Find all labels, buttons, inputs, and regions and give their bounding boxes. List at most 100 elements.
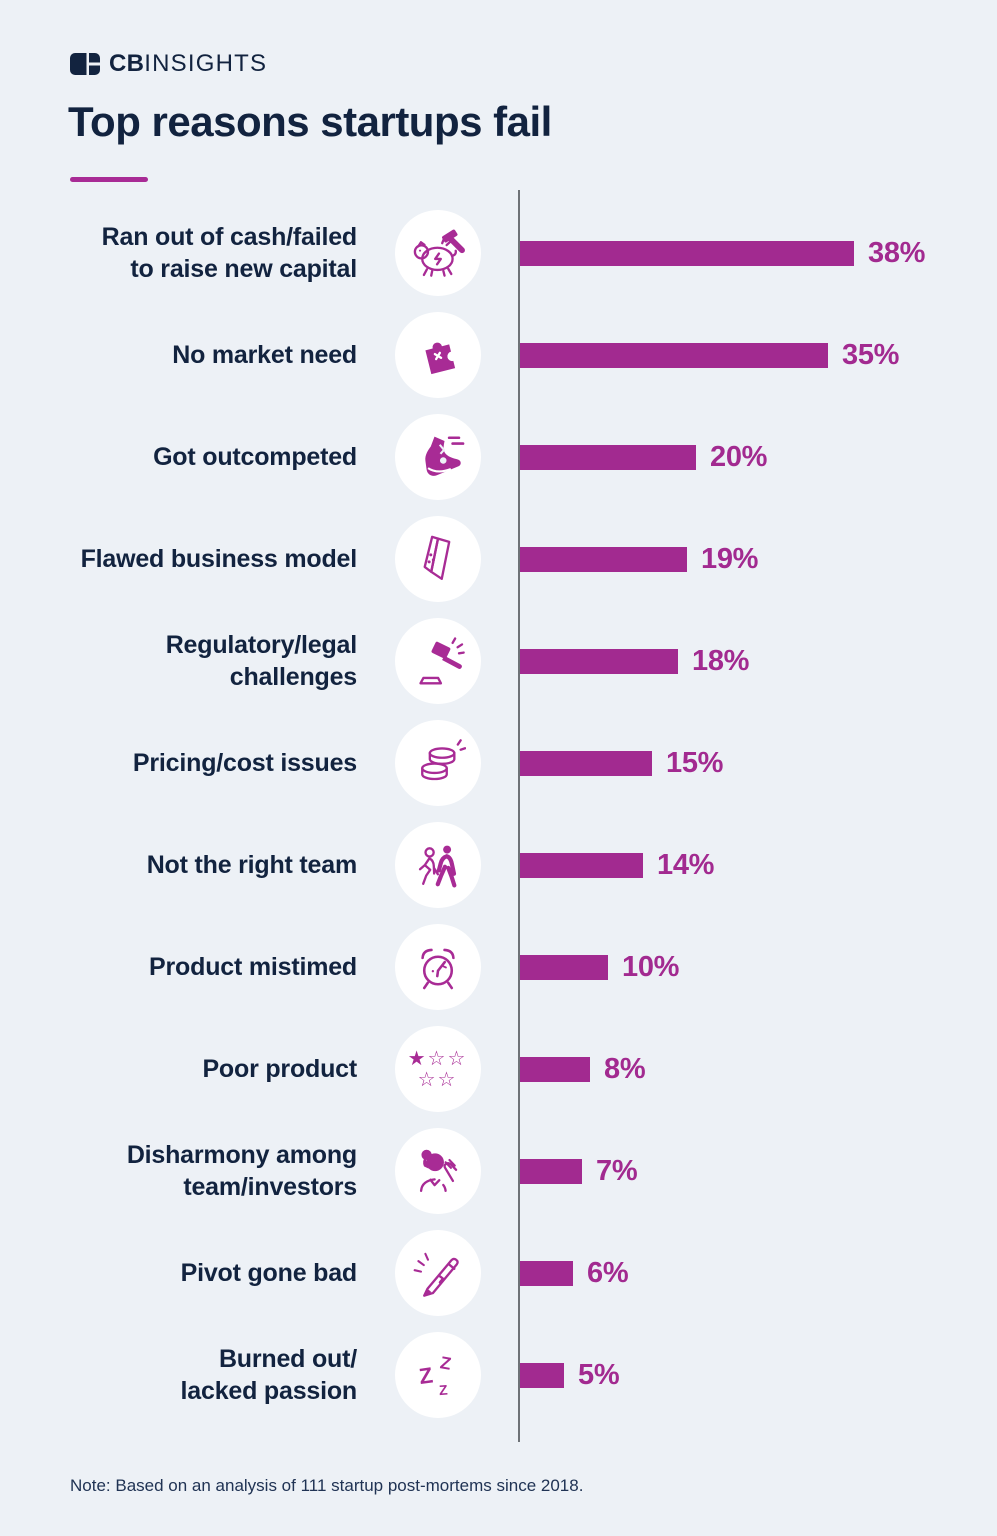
row-icon-zone [357,1128,518,1214]
row-bar-zone: 20% [518,441,997,474]
bar [520,1362,564,1388]
star-rating-icon: ★☆☆ ☆☆ [394,1026,481,1112]
chart-row: Pricing/cost issues 15% [0,712,997,814]
row-label: Regulatory/legal challenges [0,629,357,693]
value-label: 14% [657,848,715,881]
value-label: 18% [692,644,750,677]
bar [520,750,652,776]
row-bar-zone: 15% [518,747,997,780]
svg-text:Z: Z [417,1362,434,1389]
row-label-line: Product mistimed [149,953,357,981]
bar [520,1056,590,1082]
row-label-line: Got outcompeted [153,443,357,471]
bar-chart: Ran out of cash/failed to raise new capit… [0,190,997,1442]
puzzle-piece-icon [394,312,481,398]
value-label: 6% [587,1256,629,1289]
pencil-icon [394,1230,481,1316]
row-icon-zone [357,1230,518,1316]
axis-line [518,190,520,1442]
cbinsights-logo: CB INSIGHTS [70,52,267,76]
row-bar-zone: 8% [518,1053,997,1086]
bar [520,546,687,572]
bar [520,444,696,470]
row-icon-zone [357,618,518,704]
chart-rows: Ran out of cash/failed to raise new capit… [0,202,997,1426]
row-bar-zone: 6% [518,1257,997,1290]
row-icon-zone [357,720,518,806]
row-icon-zone [357,822,518,908]
chart-row: Regulatory/legal challenges 18% [0,610,997,712]
collapsed-card-icon [394,516,481,602]
row-label: No market need [0,339,357,371]
row-bar-zone: 18% [518,645,997,678]
row-label-line: Pricing/cost issues [132,749,357,777]
row-label: Flawed business model [0,543,358,575]
value-label: 15% [666,746,724,779]
value-label: 8% [604,1052,646,1085]
row-label-line: team/investors [183,1173,357,1201]
chart-row: Flawed business model 19% [0,508,997,610]
value-label: 7% [596,1154,638,1187]
logo-text-light: INSIGHTS [144,50,268,77]
svg-text:Z: Z [438,1381,448,1398]
value-label: 10% [622,950,680,983]
chart-row: Poor product ★☆☆ ☆☆ 8% [0,1018,997,1120]
chart-row: Product mistimed 10% [0,916,997,1018]
row-bar-zone: 7% [518,1155,997,1188]
row-label-line: Burned out/ [218,1345,357,1373]
logo-text-bold: CB [109,50,145,77]
row-label-line: lacked passion [180,1377,358,1405]
chart-row: No market need 35% [0,304,997,406]
bar [520,852,643,878]
walking-people-icon [394,822,481,908]
chart-row: Got outcompeted 20% [0,406,997,508]
row-label: Pricing/cost issues [0,747,357,779]
row-label-line: challenges [229,663,357,691]
value-label: 20% [710,440,768,473]
row-label: Got outcompeted [0,441,357,473]
coins-icon [394,720,481,806]
zzz-icon: Z Z Z [394,1332,481,1418]
chart-row: Pivot gone bad 6% [0,1222,997,1324]
value-label: 19% [701,542,759,575]
row-label-line: Pivot gone bad [180,1259,358,1287]
bar [520,342,828,368]
value-label: 5% [578,1358,620,1391]
bar [520,954,608,980]
row-icon-zone: ★☆☆ ☆☆ [357,1026,518,1112]
bar [520,1158,582,1184]
row-bar-zone: 19% [518,543,997,576]
row-label: Ran out of cash/failed to raise new capit… [0,221,358,285]
row-icon-zone [357,210,518,296]
piggy-bank-hammer-icon [394,210,481,296]
row-label-line: Not the right team [146,851,357,879]
value-label: 35% [842,338,900,371]
row-label: Product mistimed [0,951,357,983]
row-bar-zone: 35% [518,339,997,372]
row-icon-zone [357,414,518,500]
chart-row: Burned out/lacked passion Z Z Z 5% [0,1324,997,1426]
gavel-icon [394,618,481,704]
row-label-line: No market need [172,341,357,369]
row-label: Burned out/lacked passion [0,1343,358,1407]
row-bar-zone: 14% [518,849,997,882]
row-label: Not the right team [0,849,357,881]
chart-row: Disharmony among team/investors 7% [0,1120,997,1222]
alarm-clock-icon [394,924,481,1010]
page-title: Top reasons startups fail [68,98,552,145]
row-bar-zone: 5% [518,1359,997,1392]
row-label-line: to raise new capital [130,255,357,283]
row-label-line: Flawed business model [80,545,358,573]
row-label-line: Ran out of cash/failed [101,223,358,251]
bar [520,240,854,266]
row-label: Pivot gone bad [0,1257,358,1289]
facepalm-person-icon [394,1128,481,1214]
title-underline [70,177,148,182]
sneaker-icon [394,414,481,500]
row-icon-zone [357,516,518,602]
row-label: Disharmony among team/investors [0,1139,357,1203]
row-icon-zone: Z Z Z [357,1332,518,1418]
value-label: 38% [868,236,926,269]
row-label: Poor product [0,1053,357,1085]
